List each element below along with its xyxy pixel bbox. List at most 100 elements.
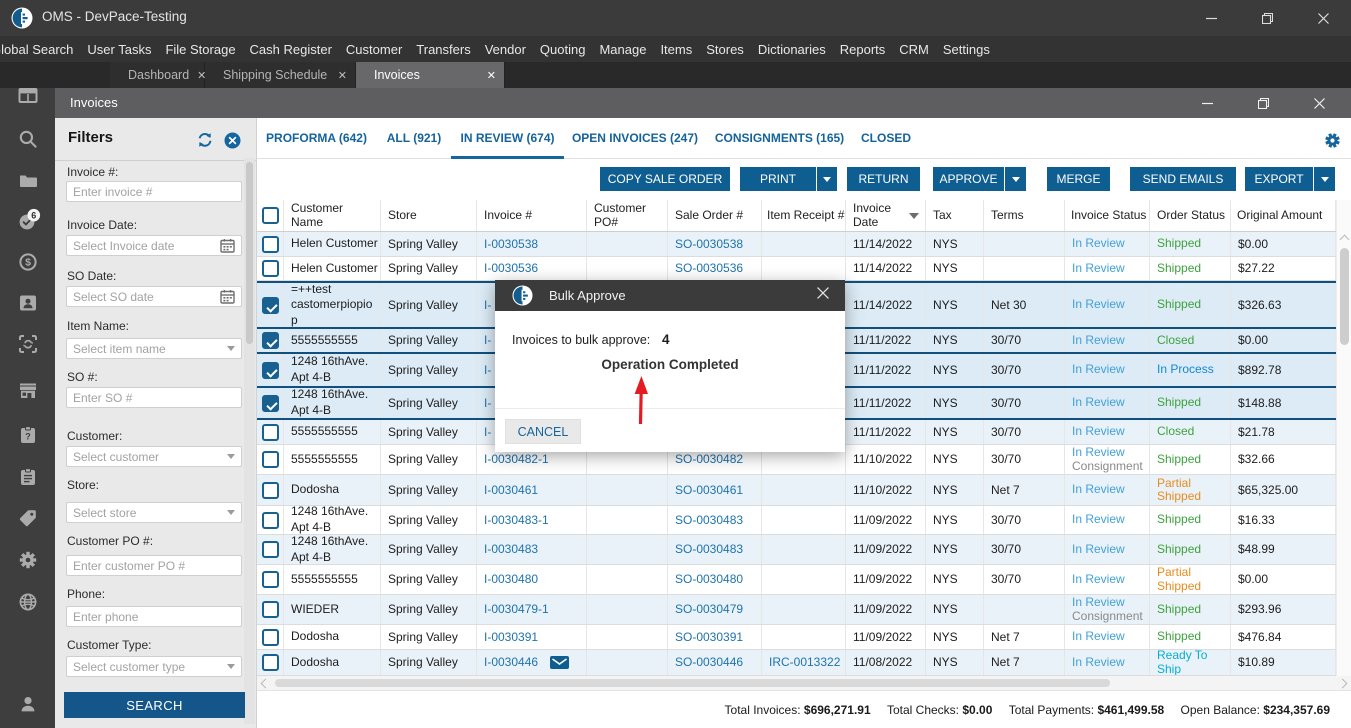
invoice-link[interactable]: I-0030391 [484,629,539,644]
sidebar-item-scan[interactable] [0,333,55,361]
sidebar-item-dashboard[interactable] [0,85,55,113]
sidebar-item-pricing[interactable] [0,507,55,535]
column-header-tax[interactable]: Tax [926,200,984,231]
sale-order-link[interactable]: SO-0030483 [675,542,744,557]
scrollbar-thumb[interactable] [1340,248,1349,345]
menu-item-user-tasks[interactable]: User Tasks [87,41,152,57]
filter-item-name-input[interactable]: Select item name [66,338,242,359]
scroll-left-icon[interactable] [260,678,271,688]
row-checkbox[interactable] [261,571,279,588]
row-checkbox[interactable] [261,260,279,277]
menu-item-quoting[interactable]: Quoting [539,41,586,57]
column-header-sale-order[interactable]: Sale Order # [668,200,762,231]
sidebar-item-tasks[interactable]: 6 [0,208,55,238]
invoice-link[interactable]: I- [484,362,492,377]
sale-order-link[interactable]: SO-0030391 [675,629,744,644]
workspace-tab-dashboard[interactable]: Dashboard ✕ [110,62,207,88]
table-row[interactable]: Helen Customer Spring Valley I-0030538 SO-0… [257,232,1336,257]
filter-customer-po-no-input[interactable]: Enter customer PO # [66,555,242,576]
filter-customer-type-input[interactable]: Select customer type [66,656,242,677]
merge-button[interactable]: MERGE [1047,167,1110,191]
invoice-tab-in-review[interactable]: IN REVIEW (674) [451,126,564,159]
invoice-link[interactable]: I-0030538 [484,236,539,251]
minimize-button[interactable] [1183,0,1239,36]
menu-item-cash-register[interactable]: Cash Register [249,41,332,57]
inner-maximize-button[interactable] [1235,88,1291,118]
invoice-link[interactable]: I- [484,297,492,312]
print-dropdown-button[interactable] [817,167,837,191]
filter-so-no-input[interactable]: Enter SO # [66,387,242,408]
sale-order-link[interactable]: SO-0030461 [675,482,744,497]
menu-item-transfers[interactable]: Transfers [416,41,471,57]
workspace-tab-invoices[interactable]: Invoices ✕ [356,62,505,88]
row-checkbox[interactable] [261,541,279,558]
row-checkbox[interactable] [261,628,279,646]
menu-item-manage[interactable]: Manage [599,41,647,57]
invoice-link[interactable]: I-0030482-1 [484,452,549,467]
menu-item-items[interactable]: Items [660,41,693,57]
invoice-link[interactable]: I-0030446 [484,655,539,670]
sidebar-item-stores[interactable] [0,380,55,408]
row-checkbox[interactable] [261,361,279,379]
table-row[interactable]: Dodosha Spring Valley I-0030391 SO-0030391 1… [257,625,1336,650]
sale-order-link[interactable]: SO-0030479 [675,602,744,617]
row-checkbox[interactable] [261,451,279,468]
row-checkbox[interactable] [261,601,279,618]
sidebar-item-search[interactable] [0,128,55,156]
invoice-tab-closed[interactable]: CLOSED [860,131,911,145]
close-button[interactable] [1295,0,1351,36]
sort-arrow-icon[interactable] [909,213,919,219]
inner-minimize-button[interactable] [1179,88,1235,118]
table-row[interactable]: Helen Customer Spring Valley I-0030536 SO-0… [257,257,1336,281]
refresh-filters-button[interactable] [196,131,214,149]
sale-order-link[interactable]: SO-0030446 [675,655,744,670]
column-header-invoice-number[interactable]: Invoice # [477,200,587,231]
row-checkbox[interactable] [261,394,279,412]
close-tab-icon[interactable]: ✕ [197,69,207,82]
grid-settings-button[interactable] [1323,131,1342,155]
select-all-checkbox[interactable] [261,207,279,224]
dialog-close-button[interactable] [813,287,833,302]
filter-so-date-input[interactable]: Select SO date [66,286,242,307]
export-dropdown-button[interactable] [1314,167,1335,191]
close-tab-icon[interactable]: ✕ [486,69,496,82]
menu-item-crm[interactable]: CRM [899,41,929,57]
export-button[interactable]: EXPORT [1245,167,1313,191]
column-header-invoice-status[interactable]: Invoice Status [1065,200,1150,231]
item-receipt-link[interactable]: IRC-0013322 [769,655,841,670]
menu-item-vendor[interactable]: Vendor [484,41,526,57]
sidebar-item-payments[interactable]: $ [0,251,55,279]
table-row[interactable]: 1248 16thAve. Apt 4-B Spring Valley I-0030… [257,506,1336,535]
filter-phone-input[interactable]: Enter phone [66,606,242,627]
sidebar-item-customers[interactable] [0,292,55,320]
scrollbar-thumb[interactable] [246,162,253,344]
filters-scrollbar[interactable] [244,158,255,724]
column-header-customer-po[interactable]: Customer PO# [587,200,668,231]
row-checkbox[interactable] [261,235,279,253]
invoice-link[interactable]: I-0030461 [484,482,539,497]
close-tab-icon[interactable]: ✕ [337,69,347,82]
column-header-select-all[interactable] [257,200,284,231]
sale-order-link[interactable]: SO-0030483 [675,512,744,527]
mail-icon[interactable] [550,656,570,669]
invoice-link[interactable]: I-0030483-1 [484,512,549,527]
row-checkbox[interactable] [261,332,279,349]
filter-invoice-date-input[interactable]: Select Invoice date [66,235,242,256]
approve-dropdown-button[interactable] [1005,167,1026,191]
invoice-link[interactable]: I- [484,424,492,439]
scroll-right-icon[interactable] [1337,678,1348,688]
sidebar-item-orders[interactable] [0,466,55,494]
scroll-up-icon[interactable] [1339,234,1349,245]
filter-customer-input[interactable]: Select customer [66,446,242,467]
sidebar-item-user[interactable] [0,693,55,721]
invoice-link[interactable]: I- [484,395,492,410]
invoice-tab-open-invoices[interactable]: OPEN INVOICES (247) [571,131,699,145]
invoice-link[interactable]: I-0030483 [484,542,539,557]
invoice-link[interactable]: I-0030536 [484,261,539,276]
sale-order-link[interactable]: SO-0030480 [675,572,744,587]
scrollbar-thumb[interactable] [275,679,1110,687]
menu-item-global-search[interactable]: Global Search [0,41,74,57]
column-header-order-status[interactable]: Order Status [1150,200,1231,231]
invoice-link[interactable]: I-0030479-1 [484,602,549,617]
return-button[interactable]: RETURN [847,167,920,191]
